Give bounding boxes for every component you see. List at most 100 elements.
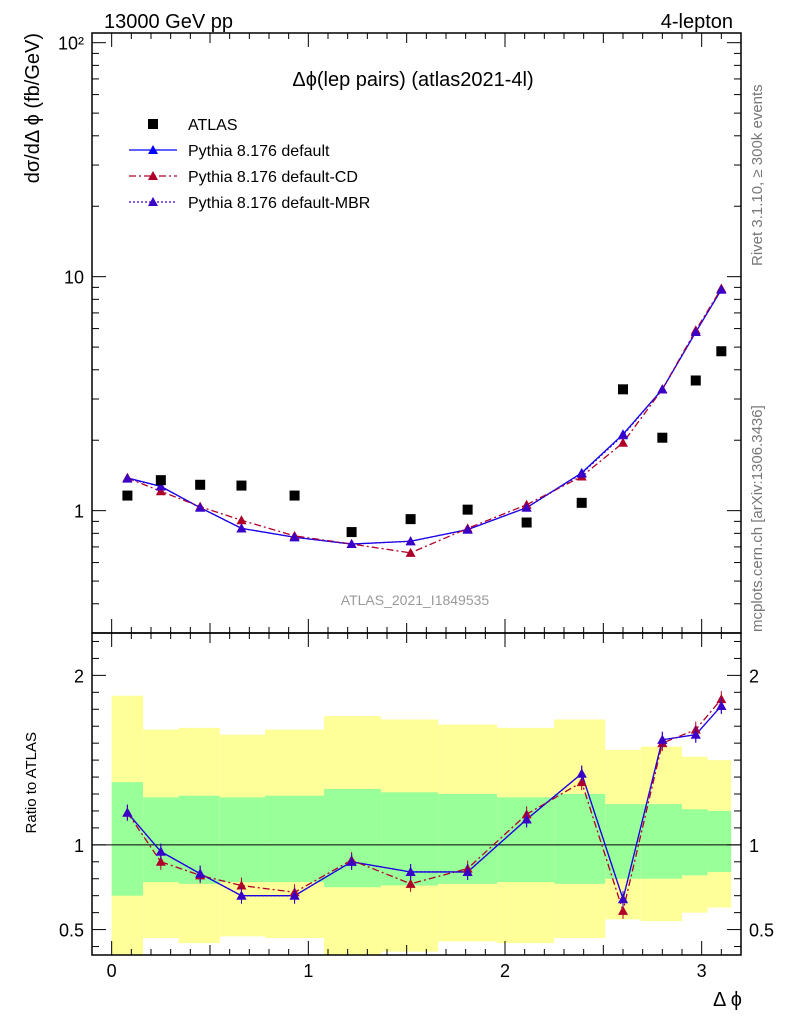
x-tick-label: 2 [500, 961, 510, 981]
ratio-series-marker [236, 890, 247, 900]
atlas-data-point [346, 527, 357, 538]
ratio-band-inner [265, 795, 325, 883]
ratio-series-marker [716, 700, 727, 710]
ratio-series-line [126, 705, 722, 902]
ratio-data-layer [122, 691, 727, 919]
ratio-band-inner [497, 797, 555, 883]
x-axis-label: Δ ϕ [713, 989, 742, 1011]
legend-label: Pythia 8.176 default-MBR [188, 195, 370, 212]
ratio-series-marker [576, 768, 587, 778]
ratio-series-marker [195, 868, 206, 878]
ratio-y-axis-label: Ratio to ATLAS [23, 732, 40, 833]
atlas-data-point [521, 517, 532, 528]
atlas-data-point [576, 497, 587, 508]
atlas-data-point [195, 479, 206, 490]
ratio-y-tick-label-right: 1 [749, 836, 759, 856]
main-series-marker [462, 524, 473, 534]
main-series-marker [716, 284, 727, 294]
analysis-id-annotation: ATLAS_2021_I1849535 [341, 592, 490, 608]
ratio-series-marker [657, 734, 668, 744]
main-series-marker [405, 536, 416, 546]
ratio-y-tick-label-right: 2 [749, 666, 759, 686]
ratio-series-marker [690, 729, 701, 739]
main-y-tick-label: 10 [64, 268, 84, 288]
main-series-marker [195, 502, 206, 512]
header-right: 4-lepton [661, 11, 733, 33]
atlas-data-point [155, 475, 166, 486]
ratio-band-inner [682, 809, 708, 876]
main-series-marker [289, 532, 300, 542]
main-series-marker [155, 481, 166, 491]
legend-marker [148, 145, 158, 154]
ratio-series-marker [618, 894, 628, 904]
main-series-marker [618, 430, 628, 440]
ratio-uncertainty-bands [92, 695, 741, 955]
ratio-y-tick-label: 2 [74, 666, 84, 686]
main-series-marker [155, 486, 166, 496]
atlas-data-point [289, 490, 300, 501]
main-chart-title: Δϕ(lep pairs) (atlas2021-4l) [292, 69, 533, 91]
legend-marker-atlas [148, 119, 158, 129]
atlas-data-point [618, 384, 628, 395]
main-y-tick-label: 10² [58, 34, 84, 54]
main-series-marker [236, 515, 247, 525]
ratio-y-tick-label: 1 [74, 836, 84, 856]
main-series-marker [122, 473, 133, 483]
ratio-band-inner [605, 804, 641, 879]
ratio-series-marker [289, 890, 300, 900]
main-series-marker [576, 468, 587, 478]
main-series-marker [521, 502, 532, 512]
ratio-axes: 0.5 0.5 1 1 2 2 0 1 2 3 [59, 633, 774, 981]
x-tick-label: 3 [697, 961, 707, 981]
legend-label: ATLAS [188, 117, 238, 134]
main-series-marker [236, 523, 247, 533]
ratio-series-marker [236, 880, 247, 890]
main-data-layer [122, 283, 727, 557]
ratio-series-marker [618, 905, 628, 915]
main-series-line [127, 289, 722, 545]
main-series-line [127, 288, 722, 554]
atlas-data-point [236, 480, 247, 491]
ratio-y-tick-label-right: 0.5 [749, 921, 774, 941]
atlas-data-point [462, 504, 473, 515]
ratio-band-inner [707, 810, 732, 872]
main-y-tick-label: 1 [74, 502, 84, 522]
mcplots-note: mcplots.cern.ch [arXiv:1306.3436] [749, 405, 766, 632]
main-y-axis-label: dσ/dΔ ϕ (fb/GeV) [22, 33, 44, 183]
main-axes: 1 10 10² [58, 33, 741, 634]
x-tick-label: 1 [303, 961, 313, 981]
atlas-data-point [122, 490, 133, 501]
ratio-series-marker [122, 807, 133, 817]
atlas-data-point [690, 375, 701, 386]
ratio-band-inner [554, 794, 606, 884]
main-series-marker [405, 547, 416, 557]
ratio-y-tick-label: 0.5 [59, 921, 84, 941]
atlas-data-point [405, 514, 416, 525]
ratio-series-marker [462, 866, 473, 876]
ratio-band-inner [111, 782, 144, 896]
atlas-data-point [716, 346, 727, 357]
ratio-series-marker [405, 878, 416, 888]
main-series-line [127, 289, 722, 545]
ratio-series-marker [155, 856, 166, 866]
main-series-marker [657, 384, 668, 394]
ratio-series-marker [346, 856, 357, 866]
header-left: 13000 GeV pp [104, 11, 233, 33]
ratio-band-inner [219, 797, 266, 883]
ratio-series-marker [521, 814, 532, 824]
rivet-note: Rivet 3.1.10, ≥ 300k events [749, 84, 766, 266]
main-series-marker [690, 327, 701, 337]
ratio-series-marker [405, 866, 416, 876]
main-series-marker [618, 437, 628, 447]
legend-label: Pythia 8.176 default [188, 143, 330, 160]
legend-marker [148, 197, 158, 206]
x-tick-label: 0 [107, 961, 117, 981]
main-series-marker [346, 539, 357, 549]
legend-marker [148, 171, 158, 180]
atlas-data-point [657, 432, 668, 443]
legend-label: Pythia 8.176 default-CD [188, 169, 358, 186]
ratio-band-inner [640, 804, 682, 879]
ratio-band-inner [178, 795, 220, 884]
ratio-series-marker [155, 846, 166, 856]
